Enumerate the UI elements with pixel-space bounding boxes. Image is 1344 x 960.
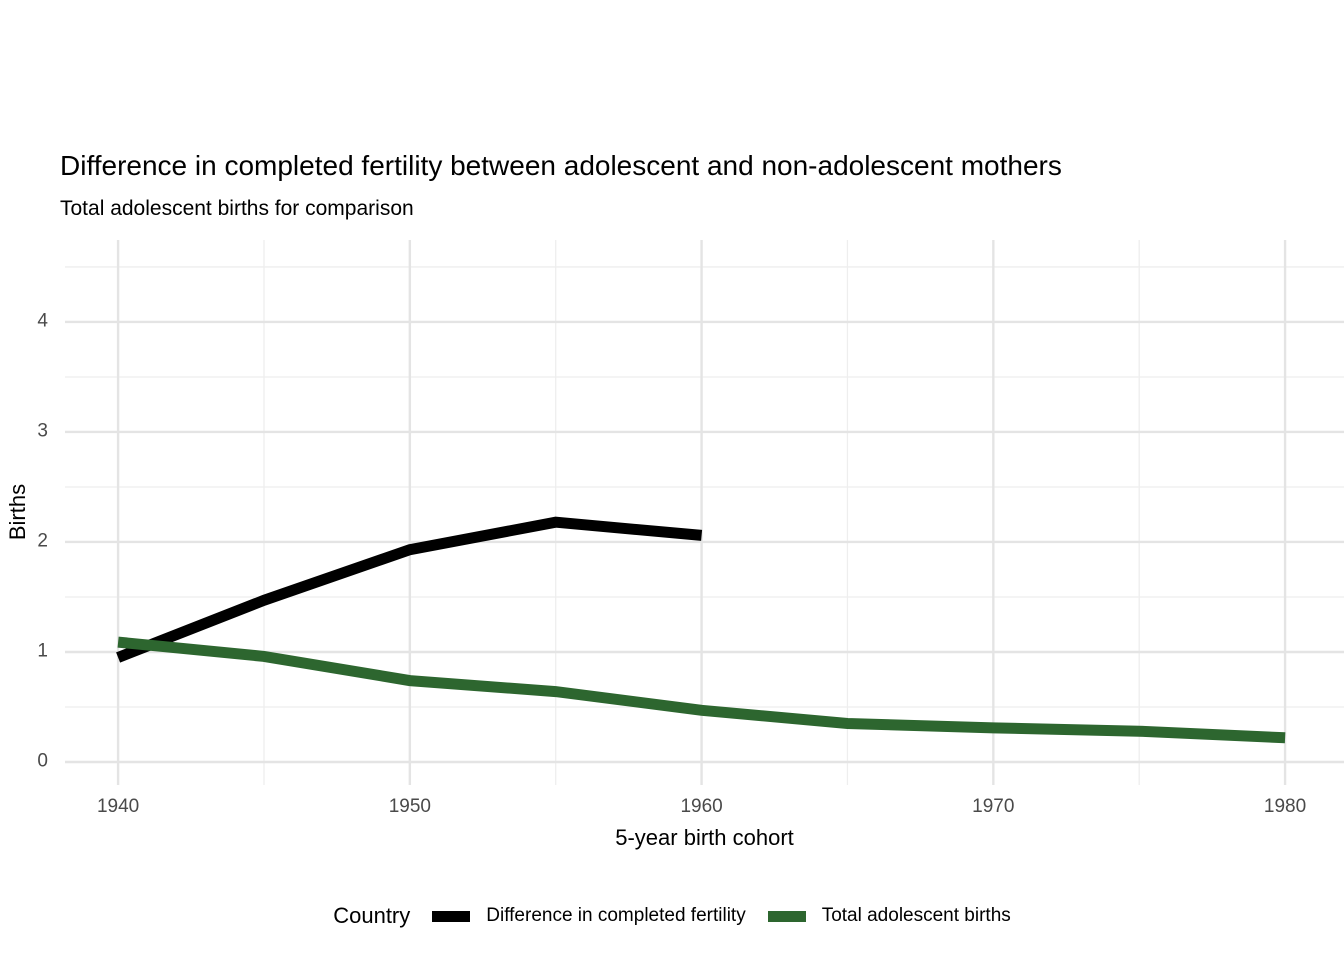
y-tick-label: 2: [37, 530, 48, 552]
y-tick-label: 4: [37, 310, 48, 332]
y-tick-label: 0: [37, 750, 48, 772]
chart-title: Difference in completed fertility betwee…: [60, 150, 1062, 181]
legend-item-difference: Difference in completed fertility: [432, 905, 746, 927]
series-line-0: [116, 516, 703, 663]
legend-title: Country: [333, 903, 411, 928]
y-axis-title: Births: [5, 483, 30, 541]
legend: Country Difference in completed fertilit…: [0, 903, 1344, 929]
y-tick-label: 1: [37, 640, 48, 662]
chart-subtitle: Total adolescent births for comparison: [60, 197, 414, 220]
x-axis-title: 5-year birth cohort: [615, 825, 794, 850]
legend-item-total-births: Total adolescent births: [767, 905, 1011, 927]
x-tick-label: 1970: [972, 796, 1015, 817]
series-line-1: [117, 636, 1286, 744]
x-tick-label: 1980: [1263, 796, 1307, 817]
y-tick-label: 3: [37, 420, 48, 442]
x-tick-label: 1940: [96, 796, 140, 817]
x-tick-label: 1960: [680, 796, 723, 817]
legend-label: Total adolescent births: [821, 905, 1011, 926]
legend-swatch-green-line: [767, 910, 806, 922]
x-tick-label: 1950: [388, 796, 431, 817]
legend-swatch-black-line: [432, 910, 471, 922]
legend-label: Difference in completed fertility: [486, 905, 746, 926]
